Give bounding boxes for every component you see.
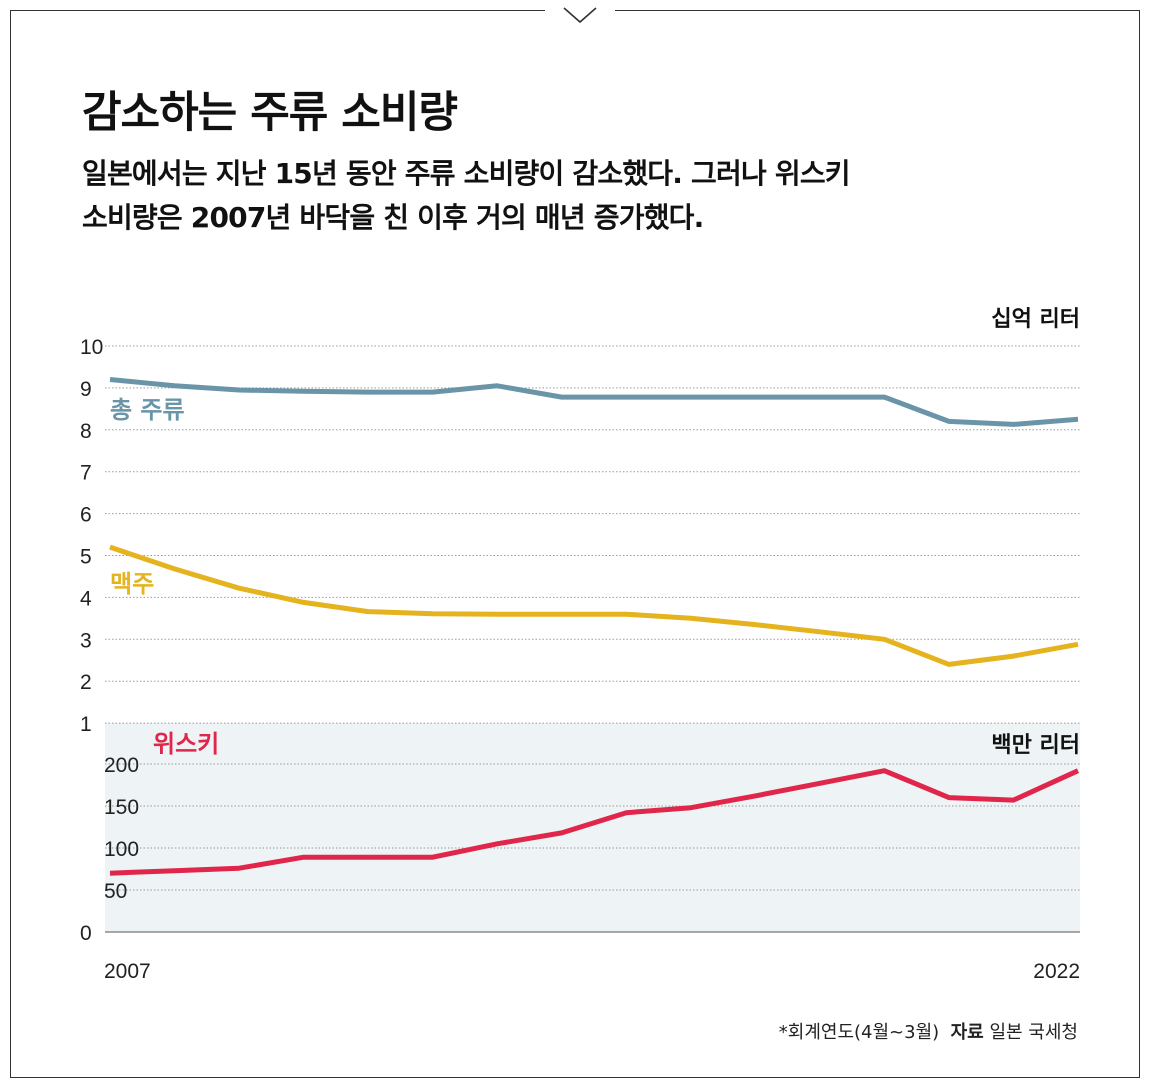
footnote-source-label: 자료: [950, 1022, 984, 1043]
y-tick-label-upper: 3: [80, 629, 92, 652]
y-tick-label-lower: 0: [80, 922, 92, 945]
series-line-whisky: [109, 768, 1080, 876]
subtitle-line-1: 일본에서는 지난 15년 동안 주류 소비량이 감소했다. 그러나 위스키: [82, 157, 851, 190]
y-tick-label-upper: 9: [80, 378, 92, 401]
subtitle-line-2: 소비량은 2007년 바닥을 친 이후 거의 매년 증가했다.: [82, 201, 704, 234]
footnote-note: *회계연도(4월~3월): [778, 1022, 940, 1043]
y-tick-label-upper: 10: [80, 336, 103, 359]
y-tick-label-lower: 100: [104, 838, 139, 861]
chevron-down-icon: [563, 7, 597, 24]
x-tick-label-start: 2007: [104, 960, 151, 983]
series-label-whisky: 위스키: [153, 730, 219, 758]
y-tick-label-lower: 50: [104, 880, 127, 903]
y-tick-label-upper: 7: [80, 462, 92, 485]
x-tick-label-end: 2022: [1033, 960, 1080, 983]
unit-label-lower: 백만 리터: [991, 733, 1080, 758]
footnote: *회계연도(4월~3월) 자료 일본 국세청: [779, 1018, 1078, 1044]
series-line-total: [109, 377, 1079, 427]
y-tick-label-upper: 6: [80, 504, 92, 527]
series-line-beer: [109, 544, 1079, 667]
y-tick-label-upper: 4: [80, 587, 92, 610]
unit-label-upper: 십억 리터: [991, 307, 1080, 332]
y-tick-label-upper: 8: [80, 420, 92, 443]
y-tick-label-upper: 5: [80, 546, 92, 569]
page-subtitle: 일본에서는 지난 15년 동안 주류 소비량이 감소했다. 그러나 위스키 소비…: [82, 152, 851, 240]
y-tick-label-lower: 150: [104, 796, 139, 819]
y-tick-label-upper: 1: [80, 713, 92, 736]
whisky-panel-background: [105, 723, 1080, 932]
frame-notch-gap: [545, 4, 615, 18]
footnote-source: 일본 국세청: [989, 1022, 1078, 1043]
series-label-total: 총 주류: [110, 396, 185, 424]
y-tick-label-upper: 2: [80, 671, 92, 694]
series-label-beer: 맥주: [110, 570, 154, 598]
y-tick-label-lower: 200: [104, 754, 139, 777]
page-title: 감소하는 주류 소비량: [82, 88, 458, 138]
